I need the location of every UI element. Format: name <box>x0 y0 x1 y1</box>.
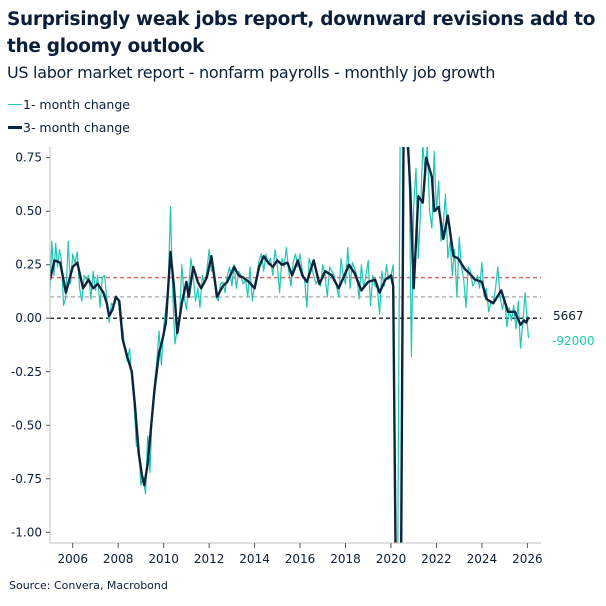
y-tick-label: -0.75 <box>11 472 42 486</box>
x-tick-label: 2020 <box>376 552 407 566</box>
source-note: Source: Convera, Macrobond <box>9 579 168 592</box>
y-tick-label: -0.50 <box>11 418 42 432</box>
end-label-3-month: 5667 <box>553 309 584 323</box>
end-label-1-month: -92000 <box>552 334 595 348</box>
y-tick-label: 0.75 <box>15 151 42 165</box>
x-tick-label: 2022 <box>421 552 452 566</box>
legend-item-3-month: 3- month change <box>8 120 130 135</box>
x-tick-label: 2014 <box>239 552 270 566</box>
legend-swatch-3-month <box>8 126 22 129</box>
x-tick-label: 2008 <box>103 552 134 566</box>
x-tick-label: 2024 <box>467 552 498 566</box>
x-tick-label: 2026 <box>512 552 543 566</box>
x-tick-label: 2010 <box>148 552 179 566</box>
x-tick-label: 2012 <box>194 552 225 566</box>
legend-item-1-month: 1- month change <box>8 97 130 112</box>
x-tick-label: 2018 <box>330 552 361 566</box>
chart-subtitle: US labor market report - nonfarm payroll… <box>7 63 496 82</box>
x-tick-label: 2016 <box>285 552 316 566</box>
x-tick-label: 2006 <box>57 552 88 566</box>
y-tick-label: 0.25 <box>15 258 42 272</box>
y-tick-label: -1.00 <box>11 525 42 539</box>
y-tick-label: 0.00 <box>15 311 42 325</box>
legend-label-3-month: 3- month change <box>23 120 130 135</box>
series-line-3-month <box>50 147 530 543</box>
legend-label-1-month: 1- month change <box>23 97 130 112</box>
series-line-1-month <box>50 147 530 543</box>
chart-title: Surprisingly weak jobs report, downward … <box>7 9 596 57</box>
y-tick-label: 0.50 <box>15 204 42 218</box>
y-tick-label: -0.25 <box>11 365 42 379</box>
legend-swatch-1-month <box>8 104 22 105</box>
